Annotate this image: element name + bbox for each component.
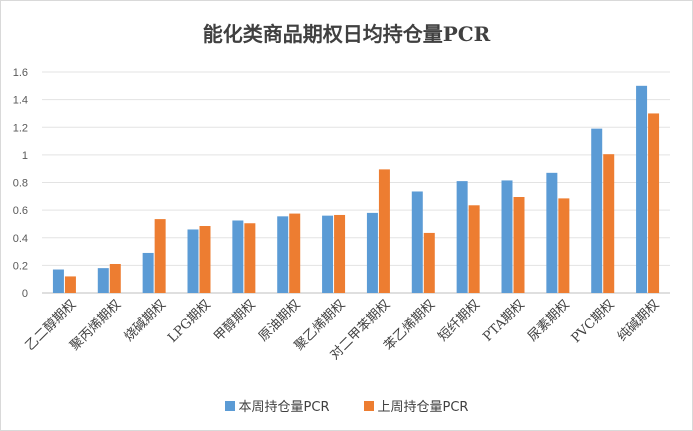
bar-this-week bbox=[277, 216, 289, 293]
bar-last-week bbox=[648, 113, 660, 293]
bar-last-week bbox=[513, 197, 525, 293]
bar-this-week bbox=[456, 181, 468, 293]
gridlines bbox=[42, 71, 670, 294]
bar-this-week bbox=[232, 220, 244, 293]
bar-last-week bbox=[558, 198, 570, 293]
bar-this-week bbox=[322, 215, 334, 293]
y-tick-label: 0.2 bbox=[13, 260, 28, 272]
bar-this-week bbox=[636, 85, 648, 293]
bar-last-week bbox=[468, 205, 480, 293]
x-category-label: PTA期权 bbox=[480, 297, 528, 345]
x-category-label: 短纤期权 bbox=[435, 297, 483, 345]
y-tick-label: 0.6 bbox=[13, 205, 28, 217]
bar-last-week bbox=[64, 276, 76, 293]
x-category-label: LPG期权 bbox=[164, 297, 213, 346]
legend-label-last-week: 上周持仓量PCR bbox=[377, 400, 469, 415]
bars bbox=[52, 85, 660, 293]
y-tick-label: 1.2 bbox=[13, 122, 28, 134]
bar-this-week bbox=[187, 229, 199, 293]
legend-item-this-week: 本周持仓量PCR bbox=[224, 396, 330, 415]
y-axis-ticks: 0 0.2 0.4 0.6 0.8 1 1.2 1.4 1.6 bbox=[13, 67, 28, 300]
bar-last-week bbox=[289, 213, 301, 293]
bar-last-week bbox=[199, 226, 211, 293]
bar-this-week bbox=[411, 191, 423, 293]
bar-this-week bbox=[501, 180, 513, 293]
y-tick-label: 1.4 bbox=[13, 95, 28, 107]
legend-swatch-this-week bbox=[224, 400, 235, 411]
x-category-label: 烧碱期权 bbox=[121, 297, 169, 345]
bar-last-week bbox=[603, 154, 615, 293]
y-tick-label: 0.8 bbox=[13, 178, 28, 190]
x-category-label: 甲醇期权 bbox=[211, 297, 259, 345]
bar-last-week bbox=[244, 223, 256, 293]
x-category-label: 尿素期权 bbox=[525, 297, 573, 345]
x-category-label: 纯碱期权 bbox=[614, 297, 662, 345]
x-category-label: PVC期权 bbox=[568, 297, 618, 347]
y-tick-label: 1 bbox=[22, 150, 28, 162]
bar-last-week bbox=[334, 214, 346, 293]
legend: 本周持仓量PCR 上周持仓量PCR bbox=[0, 396, 693, 415]
x-axis-labels: 乙二醇期权聚丙烯期权烧碱期权LPG期权甲醇期权原油期权聚乙烯期权对二甲苯期权苯乙… bbox=[22, 297, 662, 363]
y-tick-label: 0.4 bbox=[13, 233, 28, 245]
bar-this-week bbox=[52, 269, 64, 293]
y-tick-label: 0 bbox=[22, 288, 28, 300]
bar-last-week bbox=[423, 232, 435, 293]
bar-this-week bbox=[366, 212, 378, 293]
legend-swatch-last-week bbox=[363, 400, 374, 411]
chart-title: 能化类商品期权日均持仓量PCR bbox=[202, 22, 491, 46]
bar-last-week bbox=[378, 169, 390, 293]
bar-this-week bbox=[546, 172, 558, 293]
bar-this-week bbox=[591, 128, 603, 293]
legend-item-last-week: 上周持仓量PCR bbox=[363, 396, 469, 415]
bar-this-week bbox=[97, 268, 109, 293]
bar-this-week bbox=[142, 252, 154, 293]
bar-last-week bbox=[154, 219, 166, 293]
bar-last-week bbox=[109, 263, 121, 293]
legend-label-this-week: 本周持仓量PCR bbox=[238, 400, 330, 415]
y-tick-label: 1.6 bbox=[13, 67, 28, 79]
